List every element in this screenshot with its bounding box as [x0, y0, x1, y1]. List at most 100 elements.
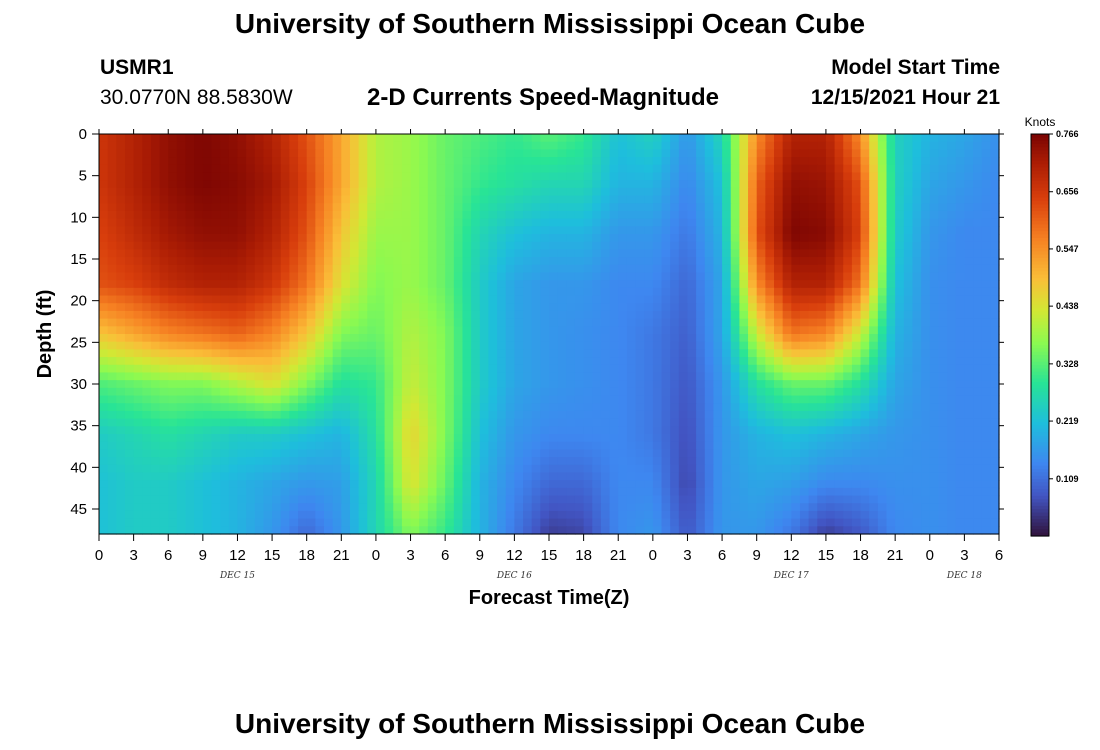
heatmap-cell [981, 387, 991, 397]
heatmap-cell [600, 295, 611, 304]
heatmap-cell [782, 134, 792, 143]
heatmap-cell [964, 164, 974, 174]
heatmap-cell [488, 234, 498, 243]
heatmap-cell [817, 364, 827, 374]
heatmap-cell [445, 318, 455, 327]
heatmap-cell [574, 341, 585, 350]
heatmap-cell [964, 264, 974, 274]
heatmap-cell [133, 364, 143, 374]
heatmap-cell [860, 287, 870, 297]
heatmap-cell [886, 387, 896, 397]
heatmap-cell [505, 195, 515, 204]
heatmap-cell [973, 264, 983, 274]
heatmap-cell [670, 334, 680, 343]
heatmap-cell [756, 341, 766, 350]
heatmap-cell [445, 441, 455, 450]
heatmap-cell [254, 464, 265, 474]
heatmap-cell [99, 372, 109, 381]
heatmap-cell [929, 234, 940, 243]
heatmap-cell [808, 218, 818, 227]
heatmap-cell [462, 164, 472, 174]
heatmap-cell [661, 172, 671, 181]
heatmap-cell [116, 264, 126, 274]
heatmap-cell [947, 272, 957, 281]
heatmap-cell [981, 464, 991, 474]
heatmap-cell [696, 403, 706, 412]
heatmap-cell [410, 187, 420, 197]
heatmap-cell [704, 434, 715, 443]
heatmap-cell [886, 157, 896, 166]
heatmap-cell [704, 341, 715, 350]
heatmap-cell [341, 149, 351, 158]
heatmap-cell [748, 287, 758, 297]
heatmap-cell [410, 480, 420, 489]
heatmap-cell [228, 303, 239, 312]
heatmap-cell [730, 480, 740, 489]
heatmap-cell [678, 434, 689, 443]
heatmap-cell [419, 457, 429, 466]
heatmap-cell [298, 457, 308, 466]
heatmap-cell [401, 403, 412, 412]
heatmap-cell [644, 295, 654, 304]
heatmap-cell [895, 180, 905, 189]
heatmap-cell [687, 495, 697, 504]
heatmap-cell [176, 210, 187, 220]
heatmap-cell [895, 134, 905, 143]
heatmap-cell [419, 403, 429, 412]
heatmap-cell [557, 441, 567, 450]
heatmap-cell [497, 157, 507, 166]
heatmap-cell [358, 249, 368, 258]
heatmap-cell [964, 310, 974, 320]
heatmap-cell [324, 149, 334, 158]
heatmap-cell [609, 203, 619, 212]
heatmap-cell [505, 480, 515, 489]
heatmap-cell [869, 203, 879, 212]
heatmap-cell [471, 195, 481, 204]
heatmap-cell [618, 326, 628, 335]
heatmap-cell [453, 172, 464, 181]
heatmap-cell [228, 264, 239, 274]
heatmap-cell [895, 410, 905, 420]
heatmap-cell [635, 164, 645, 174]
heatmap-cell [774, 310, 784, 320]
heatmap-cell [367, 310, 377, 320]
heatmap-cell [202, 464, 213, 474]
heatmap-cell [107, 303, 117, 312]
heatmap-cell [254, 234, 265, 243]
heatmap-cell [739, 172, 749, 181]
heatmap-cell [895, 226, 905, 235]
heatmap-cell [401, 241, 412, 250]
heatmap-cell [566, 472, 576, 481]
heatmap-cell [306, 410, 316, 420]
heatmap-cell [453, 187, 464, 197]
heatmap-cell [895, 457, 905, 466]
heatmap-cell [246, 287, 256, 297]
heatmap-cell [116, 295, 126, 304]
heatmap-cell [592, 210, 602, 220]
heatmap-cell [964, 180, 974, 189]
heatmap-cell [194, 280, 204, 289]
heatmap-cell [903, 241, 914, 250]
heatmap-cell [973, 357, 983, 366]
heatmap-cell [765, 172, 775, 181]
heatmap-cell [150, 395, 161, 404]
heatmap-cell [929, 472, 940, 481]
heatmap-cell [903, 234, 914, 243]
heatmap-cell [799, 464, 810, 474]
heatmap-cell [540, 380, 550, 389]
heatmap-cell [540, 141, 550, 150]
heatmap-cell [488, 264, 498, 274]
heatmap-cell [246, 464, 256, 474]
heatmap-cell [185, 349, 195, 358]
heatmap-cell [150, 472, 161, 481]
heatmap-cell [973, 480, 983, 489]
heatmap-cell [375, 418, 386, 427]
heatmap-cell [739, 387, 749, 397]
heatmap-cell [704, 426, 715, 435]
heatmap-cell [289, 303, 299, 312]
heatmap-cell [133, 318, 143, 327]
heatmap-cell [280, 487, 290, 497]
heatmap-cell [774, 441, 784, 450]
heatmap-cell [799, 303, 810, 312]
heatmap-cell [912, 318, 922, 327]
